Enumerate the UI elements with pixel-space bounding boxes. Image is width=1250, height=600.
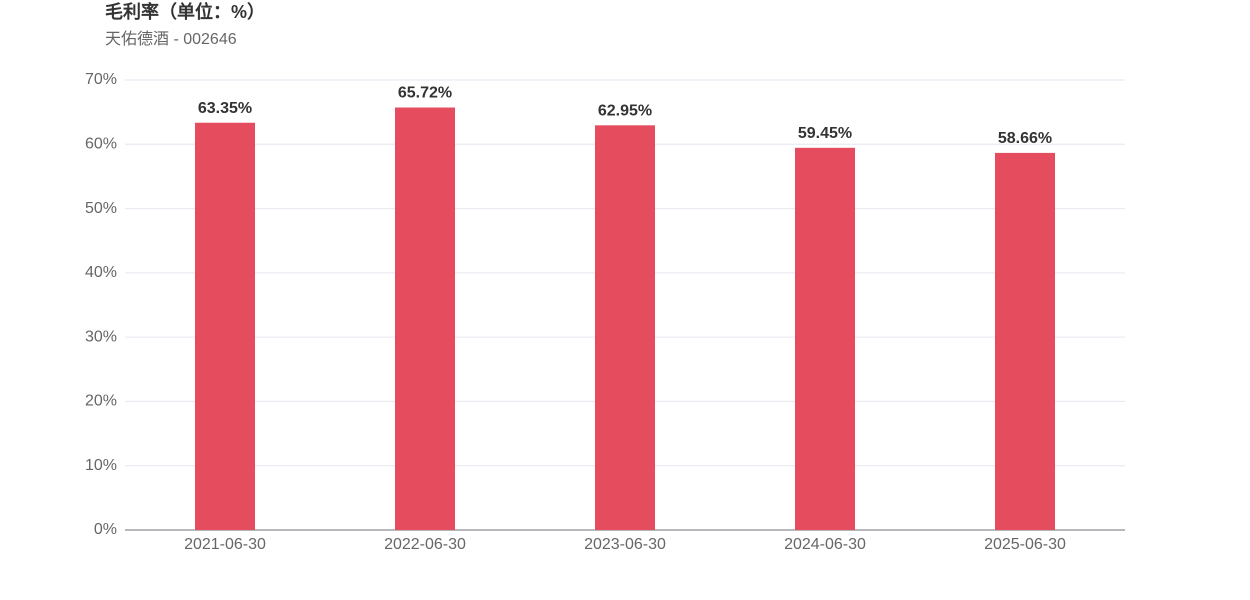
y-tick-label: 20% — [85, 393, 117, 410]
x-tick-label: 2021-06-30 — [184, 536, 266, 553]
data-label: 63.35% — [198, 100, 252, 117]
x-tick-label: 2023-06-30 — [584, 536, 666, 553]
y-tick-label: 60% — [85, 136, 117, 153]
data-label: 62.95% — [598, 103, 652, 120]
x-tick-label: 2025-06-30 — [984, 536, 1066, 553]
bar — [595, 125, 655, 531]
data-label: 59.45% — [798, 125, 852, 142]
data-label: 65.72% — [398, 85, 452, 102]
data-label: 58.66% — [998, 130, 1052, 147]
chart-subtitle: 天佑德酒 - 002646 — [105, 30, 237, 48]
bar — [795, 147, 855, 531]
y-tick-label: 70% — [85, 71, 117, 88]
y-tick-label: 50% — [85, 200, 117, 217]
y-tick-label: 40% — [85, 264, 117, 281]
y-tick-label: 10% — [85, 457, 117, 474]
x-tick-label: 2024-06-30 — [784, 536, 866, 553]
x-tick-label: 2022-06-30 — [384, 536, 466, 553]
chart-title: 毛利率（单位：%） — [105, 1, 265, 22]
y-tick-label: 0% — [94, 521, 117, 538]
bar — [395, 107, 455, 530]
bar — [995, 152, 1055, 530]
bar — [195, 122, 255, 530]
y-tick-label: 30% — [85, 328, 117, 345]
